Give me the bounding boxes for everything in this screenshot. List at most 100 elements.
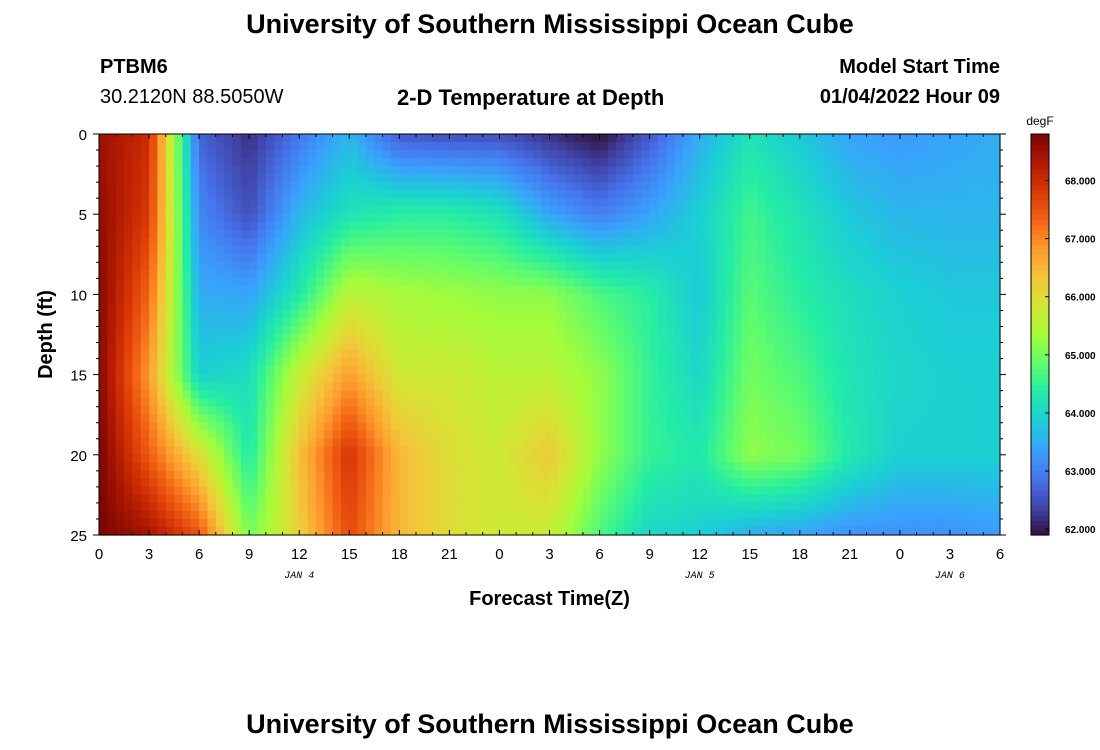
heatmap-cell xyxy=(491,438,501,448)
heatmap-cell xyxy=(641,406,651,416)
heatmap-cell xyxy=(841,366,851,376)
heatmap-cell xyxy=(207,214,217,223)
heatmap-cell xyxy=(933,390,943,400)
heatmap-cell xyxy=(491,238,501,247)
heatmap-cell xyxy=(332,454,342,464)
heatmap-cell xyxy=(624,470,634,480)
heatmap-cell xyxy=(182,222,192,231)
heatmap-cell xyxy=(974,246,984,255)
heatmap-cell xyxy=(724,230,734,239)
heatmap-cell xyxy=(816,142,826,151)
heatmap-cell xyxy=(190,486,200,496)
heatmap-cell xyxy=(174,350,184,360)
heatmap-cell xyxy=(340,238,350,247)
heatmap-cell xyxy=(491,198,501,207)
heatmap-cell xyxy=(866,166,876,175)
heatmap-cell xyxy=(265,366,275,376)
heatmap-cell xyxy=(224,310,234,320)
heatmap-cell xyxy=(816,206,826,215)
heatmap-cell xyxy=(124,302,133,312)
heatmap-cell xyxy=(824,422,834,432)
heatmap-cell xyxy=(207,270,217,279)
heatmap-cell xyxy=(774,342,784,352)
heatmap-cell xyxy=(190,254,200,263)
heatmap-cell xyxy=(566,390,576,400)
heatmap-cell xyxy=(574,174,584,183)
heatmap-cell xyxy=(624,414,634,424)
heatmap-cell xyxy=(107,422,117,432)
heatmap-cell xyxy=(507,382,517,392)
heatmap-cell xyxy=(282,430,292,440)
heatmap-cell xyxy=(749,182,759,191)
heatmap-cell xyxy=(849,398,859,408)
heatmap-cell xyxy=(457,270,467,279)
heatmap-cell xyxy=(758,342,767,352)
heatmap-cell xyxy=(966,302,976,312)
heatmap-cell xyxy=(607,206,617,215)
heatmap-cell xyxy=(891,294,901,304)
heatmap-cell xyxy=(182,342,192,352)
heatmap-cell xyxy=(424,190,434,199)
heatmap-cell xyxy=(682,158,692,167)
heatmap-cell xyxy=(958,342,968,352)
heatmap-cell xyxy=(824,294,834,304)
heatmap-cell xyxy=(949,422,959,432)
heatmap-cell xyxy=(958,430,968,440)
heatmap-cell xyxy=(557,446,567,456)
heatmap-cell xyxy=(432,302,442,312)
heatmap-cell xyxy=(149,470,158,480)
heatmap-cell xyxy=(382,198,392,207)
heatmap-cell xyxy=(983,430,993,440)
heatmap-cell xyxy=(182,270,192,279)
heatmap-cell xyxy=(382,422,392,432)
heatmap-cell xyxy=(966,326,976,336)
heatmap-cell xyxy=(466,206,476,215)
heatmap-cell xyxy=(774,238,784,247)
heatmap-cell xyxy=(941,326,951,336)
heatmap-cell xyxy=(582,462,592,472)
heatmap-cell xyxy=(891,326,901,336)
heatmap-cell xyxy=(441,302,450,312)
heatmap-cell xyxy=(607,166,617,175)
heatmap-cell xyxy=(174,310,184,320)
heatmap-cell xyxy=(307,486,317,496)
heatmap-cell xyxy=(107,222,117,231)
heatmap-cell xyxy=(432,142,442,151)
heatmap-cell xyxy=(299,246,309,255)
heatmap-cell xyxy=(532,286,542,295)
heatmap-cell xyxy=(624,174,634,183)
heatmap-cell xyxy=(149,310,158,320)
heatmap-cell xyxy=(783,478,793,488)
heatmap-cell xyxy=(516,190,526,199)
heatmap-cell xyxy=(441,142,450,151)
heatmap-cell xyxy=(507,478,517,488)
heatmap-cell xyxy=(574,190,584,199)
heatmap-cell xyxy=(374,158,384,167)
heatmap-cell xyxy=(182,334,192,344)
heatmap-cell xyxy=(666,286,676,295)
heatmap-cell xyxy=(749,326,759,336)
heatmap-cell xyxy=(499,158,509,167)
heatmap-cell xyxy=(432,390,442,400)
heatmap-cell xyxy=(157,382,167,392)
heatmap-cell xyxy=(174,246,184,255)
heatmap-cell xyxy=(274,262,284,271)
heatmap-cell xyxy=(124,454,133,464)
heatmap-cell xyxy=(607,134,617,143)
heatmap-cell xyxy=(666,406,676,416)
heatmap-cell xyxy=(674,382,684,392)
heatmap-cell xyxy=(833,438,843,448)
heatmap-cell xyxy=(783,206,793,215)
heatmap-cell xyxy=(199,254,209,263)
heatmap-cell xyxy=(749,174,759,183)
heatmap-cell xyxy=(149,430,158,440)
heatmap-cell xyxy=(149,486,158,496)
heatmap-cell xyxy=(449,478,459,488)
heatmap-cell xyxy=(574,454,584,464)
heatmap-cell xyxy=(507,350,517,360)
heatmap-cell xyxy=(924,166,934,175)
heatmap-cell xyxy=(699,134,709,143)
heatmap-cell xyxy=(499,270,509,279)
heatmap-cell xyxy=(499,246,509,255)
heatmap-cell xyxy=(315,238,325,247)
